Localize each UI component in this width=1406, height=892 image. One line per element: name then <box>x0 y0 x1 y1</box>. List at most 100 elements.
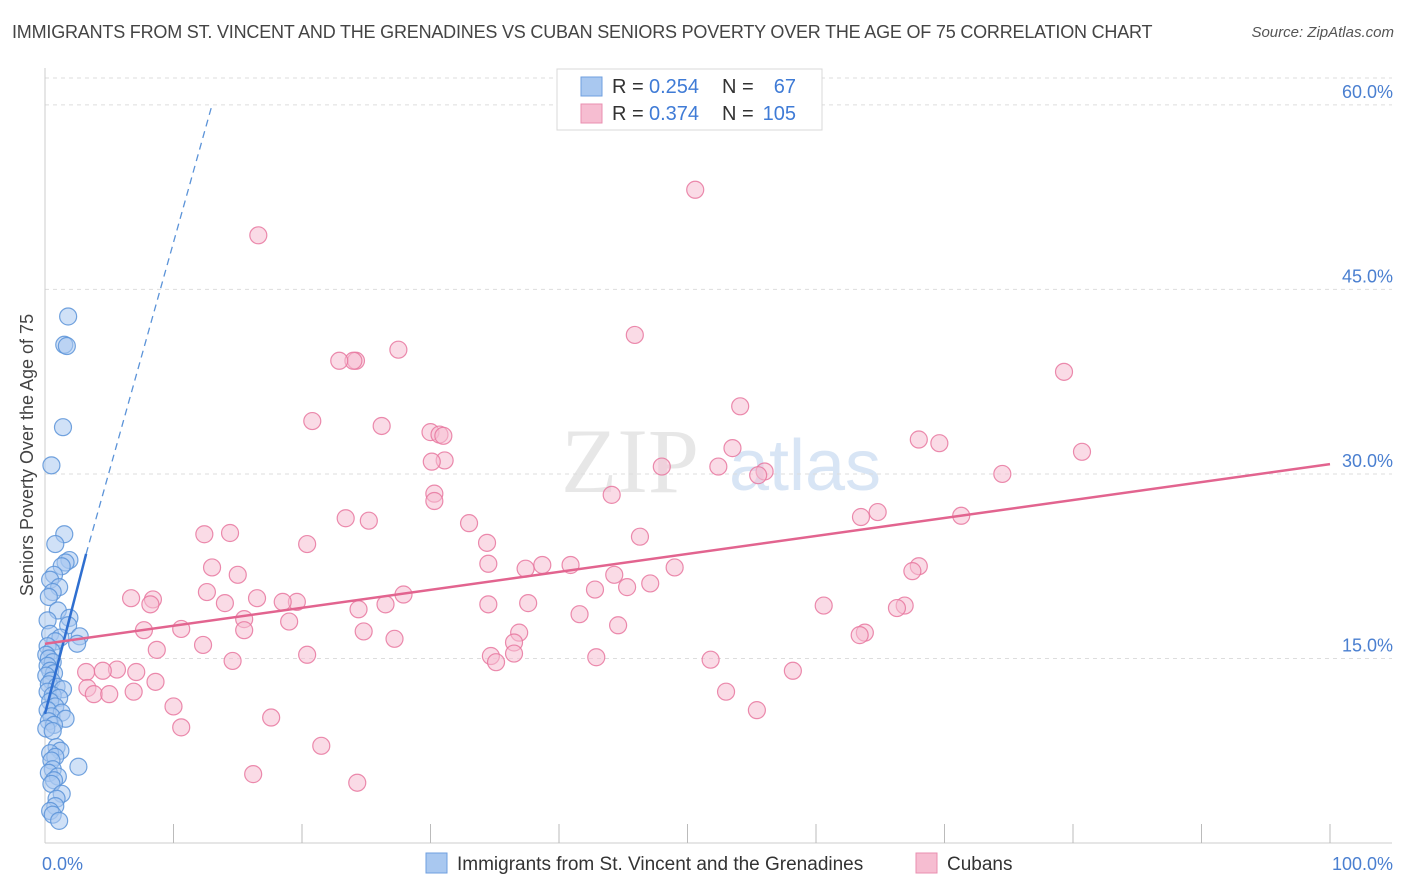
legend-r-label-1: R = <box>612 76 644 98</box>
cubans-point-36 <box>630 527 650 546</box>
cubans-point-94 <box>783 661 802 680</box>
watermark-atlas: atlas <box>729 426 881 506</box>
y-tick-label-45: 45.0% <box>1342 266 1393 286</box>
cubans-point-75 <box>354 622 373 641</box>
cubans-point-51 <box>585 580 605 599</box>
cubans-point-71 <box>609 616 628 635</box>
cubans-point-50 <box>197 582 217 602</box>
points-layer <box>37 180 1092 830</box>
cubans-point-66 <box>887 598 907 618</box>
cubans-point-104 <box>172 718 191 737</box>
x-tick-label-100: 100.0% <box>1332 854 1393 874</box>
cubans-point-5 <box>330 351 349 370</box>
legend-swatch-immigrants <box>580 76 603 97</box>
cubans-point-49 <box>641 574 660 593</box>
cubans-point-20 <box>652 457 671 476</box>
immigrants-point-55 <box>69 757 88 776</box>
cubans-point-74 <box>235 621 254 640</box>
cubans-point-28 <box>336 509 355 528</box>
immigrants-point-2 <box>57 336 76 356</box>
cubans-point-42 <box>202 558 222 577</box>
cubans-point-24 <box>993 464 1012 484</box>
cubans-point-62 <box>519 594 538 613</box>
cubans-point-102 <box>747 701 766 720</box>
cubans-point-37 <box>477 533 497 552</box>
immigrants-point-3 <box>53 418 73 437</box>
cubans-point-31 <box>851 507 871 527</box>
immigrants-point-4 <box>42 456 61 475</box>
cubans-point-89 <box>701 650 720 669</box>
cubans-point-63 <box>141 595 160 614</box>
cubans-point-9 <box>303 411 322 431</box>
cubans-point-90 <box>127 662 146 682</box>
cubans-point-86 <box>587 648 606 667</box>
cubans-point-59 <box>215 594 234 613</box>
cubans-point-6 <box>389 340 408 359</box>
y-tick-label-30: 30.0% <box>1342 451 1393 471</box>
cubans-point-29 <box>459 514 479 533</box>
cubans-point-99 <box>100 685 119 704</box>
cubans-point-46 <box>665 558 684 577</box>
cubans-point-0 <box>686 180 705 199</box>
cubans-point-58 <box>273 592 292 611</box>
cubans-trend-line <box>44 462 1331 645</box>
immigrants-point-66 <box>50 811 69 830</box>
bottom-legend-swatch-immigrants <box>425 852 448 874</box>
chart-source: Source: ZipAtlas.com <box>1251 24 1394 41</box>
y-tick-label-60: 60.0% <box>1342 82 1393 102</box>
cubans-point-83 <box>504 644 524 663</box>
cubans-point-93 <box>93 661 112 680</box>
axis-layer: 15.0% 30.0% 45.0% 60.0% 0.0% 100.0% <box>42 68 1393 874</box>
cubans-point-33 <box>359 511 378 530</box>
cubans-point-98 <box>84 685 103 704</box>
bottom-legend-swatch-cubans <box>915 852 938 874</box>
cubans-point-81 <box>193 635 213 655</box>
series-legend: Immigrants from St. Vincent and the Gren… <box>425 852 1013 875</box>
cubans-point-23 <box>749 466 768 485</box>
legend-n-value-1: 67 <box>774 76 796 98</box>
cubans-point-82 <box>147 640 166 659</box>
cubans-point-88 <box>486 653 506 672</box>
cubans-point-95 <box>146 672 165 691</box>
immigrants-trend-line <box>43 553 88 715</box>
grid-layer <box>45 77 1392 659</box>
cubans-point-38 <box>298 534 317 554</box>
cubans-point-27 <box>425 491 444 511</box>
cubans-point-8 <box>731 397 750 416</box>
legend-n-value-2: 105 <box>763 103 796 125</box>
cubans-point-67 <box>349 600 368 619</box>
cubans-point-106 <box>244 765 263 784</box>
cubans-point-13 <box>434 426 453 445</box>
y-axis-label: Seniors Poverty Over the Age of 75 <box>17 314 37 596</box>
cubans-point-84 <box>298 645 317 664</box>
cubans-point-16 <box>723 439 742 458</box>
cubans-point-30 <box>868 502 887 522</box>
legend-r-label-2: R = <box>612 103 644 125</box>
cubans-point-14 <box>909 430 928 449</box>
cubans-point-100 <box>716 682 736 701</box>
chart-title: IMMIGRANTS FROM ST. VINCENT AND THE GREN… <box>12 22 1153 42</box>
cubans-point-107 <box>348 773 367 792</box>
cubans-point-7 <box>1054 362 1074 381</box>
cubans-point-79 <box>385 629 404 648</box>
cubans-point-47 <box>605 565 624 584</box>
cubans-point-78 <box>850 626 869 645</box>
cubans-point-97 <box>124 682 143 701</box>
stats-legend: R = 0.254 N = 67 R = 0.374 N = 105 <box>556 68 823 131</box>
cubans-point-45 <box>903 562 922 581</box>
immigrants-point-6 <box>46 534 65 554</box>
bottom-legend-label-cubans: Cubans <box>947 854 1013 875</box>
cubans-point-48 <box>228 565 247 584</box>
cubans-point-1 <box>249 226 268 245</box>
cubans-point-101 <box>164 697 183 716</box>
bottom-legend-label-immigrants: Immigrants from St. Vincent and the Gren… <box>457 854 863 875</box>
cubans-point-40 <box>479 554 498 573</box>
cubans-point-70 <box>280 612 299 631</box>
watermark-zip: ZIP <box>561 410 699 512</box>
cubans-point-19 <box>422 452 441 471</box>
immigrants-point-14 <box>39 587 58 607</box>
cubans-point-105 <box>312 736 331 755</box>
cubans-point-55 <box>121 589 141 608</box>
y-tick-label-15: 15.0% <box>1342 635 1393 655</box>
